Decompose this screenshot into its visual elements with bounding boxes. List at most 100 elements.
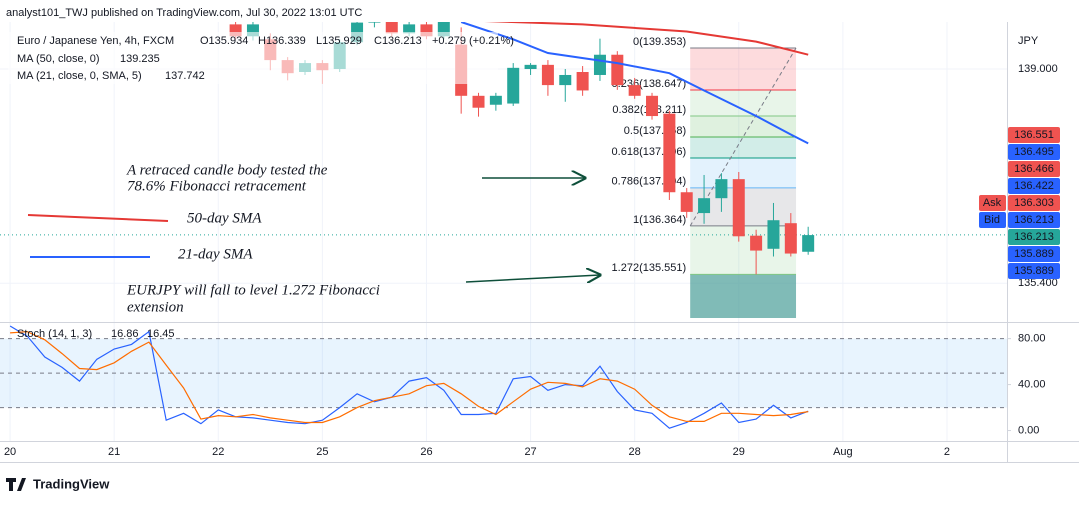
candle-body [750, 235, 763, 251]
price-badge-label: 136.213 [1014, 214, 1054, 226]
indicator-title: Stoch (14, 1, 3) [17, 328, 92, 340]
x-tick-label: 22 [212, 446, 224, 458]
arrow [465, 275, 600, 282]
candle-body [680, 192, 693, 212]
fib-band [690, 274, 797, 318]
candle-body [698, 198, 711, 214]
fib-label: 0.5(137.858) [624, 125, 686, 137]
ohlc-value: +0.279 (+0.21%) [432, 35, 514, 47]
candle-body [524, 64, 537, 70]
price-badge [1008, 263, 1060, 279]
candle-body [229, 24, 242, 37]
price-badge [1008, 144, 1060, 160]
candle-body [507, 67, 520, 104]
price-badge-label: 136.495 [1014, 146, 1054, 158]
price-badge-label: 136.303 [1014, 197, 1054, 209]
price-badge-label: 136.551 [1014, 129, 1054, 141]
legend-bg [8, 32, 498, 84]
ohlc-value: H136.339 [258, 35, 306, 47]
y-tick-label: 139.000 [1018, 63, 1058, 75]
price-badge-label: 136.422 [1014, 180, 1054, 192]
legend-entry: 16.45 [147, 328, 175, 340]
price-badge [1008, 246, 1060, 262]
legend-entry: 16.86 [111, 328, 139, 340]
annotation: 78.6% Fibonacci retracement [127, 178, 307, 194]
ma-legend-value: 137.742 [165, 70, 205, 82]
footer: TradingView [33, 476, 110, 491]
candle-body [385, 22, 398, 34]
overlay: 139.000 135.400 20 21 22 25 26 27 28 29 Aug 2 Euro /… [4, 32, 1060, 458]
series-title: Euro / Japanese Yen, 4h, FXCM [17, 35, 174, 47]
fib-label: 1(136.364) [633, 214, 686, 226]
ma-line [460, 22, 809, 145]
price-badge [1008, 161, 1060, 177]
x-tick-label: 28 [629, 446, 641, 458]
price-badge [1008, 178, 1060, 194]
legend-line [27, 214, 169, 222]
price-badge-label: 135.889 [1014, 265, 1054, 277]
price-badge [1008, 127, 1060, 143]
ma-line [484, 22, 809, 56]
legend-label: 50-day SMA [187, 210, 262, 226]
x-tick-label: 2 [944, 446, 950, 458]
candle-body [628, 85, 641, 96]
quote-tag [979, 195, 1006, 211]
candle-body [784, 223, 797, 254]
header: analyst101_TWJ published on TradingView.… [6, 7, 362, 19]
candle-body [420, 24, 433, 37]
fib-band [690, 90, 797, 116]
currency: JPY [1018, 35, 1039, 47]
candle-body [472, 95, 485, 108]
x-tick-label: 27 [524, 446, 536, 458]
x-tick-label: Aug [833, 446, 853, 458]
y-tick-label: 40.00 [1018, 378, 1046, 390]
fib-label: 0(139.353) [633, 36, 686, 48]
annotation: EURJPY will fall to level 1.272 Fibonacc… [126, 282, 380, 298]
candle-body [663, 113, 676, 193]
candle-body [593, 54, 606, 75]
stoch-band [0, 338, 1007, 408]
ma-legend-name: MA (21, close, 0, SMA, 5) [17, 70, 142, 82]
annotation: extension [127, 299, 184, 315]
stoch-line [10, 331, 809, 424]
ma-legend-value: 139.235 [120, 53, 160, 65]
candle-body [368, 22, 381, 23]
price-badge-label: 135.889 [1014, 248, 1054, 260]
fib-band [690, 115, 797, 137]
quote-tag-label: Bid [984, 214, 1000, 226]
fib-band [690, 137, 797, 158]
x-tick-label: 26 [420, 446, 432, 458]
y-tick-label: 0.00 [1018, 424, 1039, 436]
y-tick-label: 80.00 [1018, 333, 1046, 345]
ohlc-value: O135.934 [200, 35, 248, 47]
price-badge [1008, 212, 1060, 228]
price-badge-label: 136.466 [1014, 163, 1054, 175]
x-tick-label: 20 [4, 446, 16, 458]
candle-body [732, 179, 745, 237]
candle-body [646, 95, 659, 117]
ma-legend-name: MA (50, close, 0) [17, 53, 100, 65]
quote-tag [979, 212, 1006, 228]
x-tick-label: 21 [108, 446, 120, 458]
logo [6, 478, 26, 491]
ohlc-value: L135.929 [316, 35, 362, 47]
stoch-line [9, 325, 809, 429]
ohlc-value: C136.213 [374, 35, 422, 47]
price-badge [1008, 229, 1060, 245]
candle-body [767, 220, 780, 249]
price-badge-label: 136.213 [1014, 231, 1054, 243]
candle-body [403, 24, 416, 34]
x-tick-label: 25 [316, 446, 328, 458]
candle-body [576, 72, 589, 91]
candle-body [611, 54, 624, 86]
fib-band [690, 48, 797, 91]
price-badge [1008, 195, 1060, 211]
annotation: A retraced candle body tested the [126, 162, 328, 178]
candle-body [802, 235, 815, 252]
candle-body [246, 24, 259, 37]
y-tick-label: 135.400 [1018, 277, 1058, 289]
candle-body [559, 74, 572, 86]
x-tick-label: 29 [733, 446, 745, 458]
